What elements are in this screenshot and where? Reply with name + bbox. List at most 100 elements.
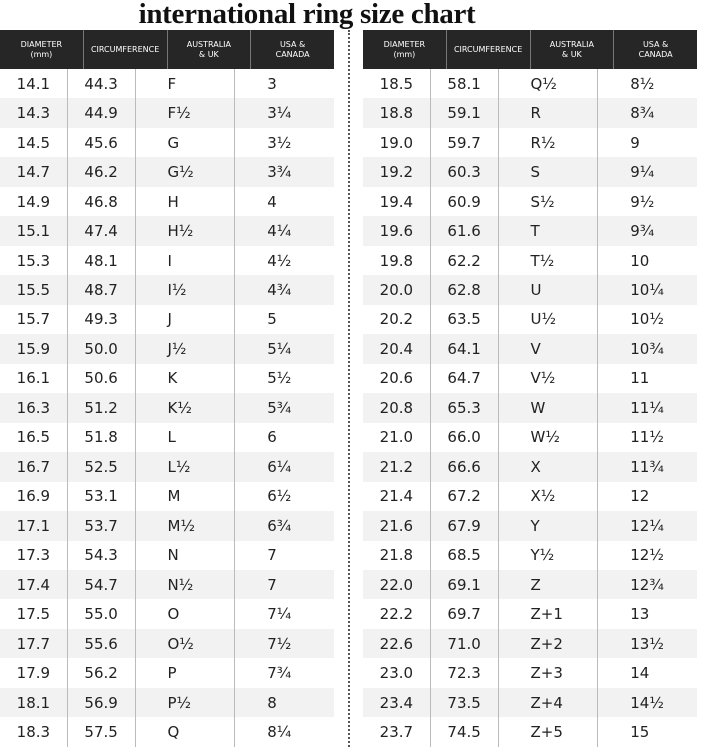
table-cell: O [136, 599, 236, 629]
table-cell: V½ [499, 363, 599, 394]
table-cell: 3 [267, 74, 277, 93]
table-cell: 61.6 [431, 216, 499, 246]
table-cell: P½ [136, 687, 236, 718]
header-text: (mm) [30, 49, 53, 59]
table-cell: 46.2 [68, 157, 136, 187]
table-cell: G½ [136, 157, 236, 187]
table-row: 23.0 72.3 Z+3 14 [363, 658, 697, 688]
table-row: 17.4 54.7 N½ 7 [0, 569, 334, 600]
table-cell: 19.4 [363, 186, 431, 217]
table-cell: 22.0 [363, 569, 431, 600]
table-cell: U½ [499, 304, 599, 335]
table-cell: X [499, 452, 599, 482]
table-cell: 16.5 [0, 422, 68, 453]
header-text: DIAMETER [20, 39, 63, 49]
table-cell: 20.0 [363, 275, 431, 305]
header-text: & UK [561, 49, 582, 59]
table-cell: 16.3 [0, 393, 68, 423]
table-cell: 19.8 [363, 245, 431, 276]
table-cell: 66.6 [431, 452, 499, 482]
table-cell: R [499, 98, 599, 128]
table-cell: 19.0 [363, 127, 431, 158]
table-row: 20.8 65.3 W 11¼ [363, 393, 697, 423]
table-cell: 48.7 [68, 275, 136, 305]
table-cell: J [136, 304, 236, 335]
table-cell: 23.0 [363, 658, 431, 688]
table-cell: 68.5 [431, 540, 499, 570]
table-cell: 14.3 [0, 98, 68, 128]
table-cell: 13½ [630, 634, 664, 653]
table-row: 19.0 59.7 R½ 9 [363, 127, 697, 158]
table-cell: O½ [136, 628, 236, 659]
header-cell: DIAMETER (mm) [0, 30, 84, 69]
table-row: 19.6 61.6 T 9¾ [363, 216, 697, 246]
table-cell: 72.3 [431, 658, 499, 688]
table-cell: 20.6 [363, 363, 431, 394]
table-cell: S [499, 157, 599, 187]
table-row: 21.0 66.0 W½ 11½ [363, 422, 697, 453]
table-cell: S½ [499, 186, 599, 217]
table-cell: 5¼ [267, 339, 292, 358]
table-cell: 18.3 [0, 717, 68, 747]
table-cell: 12 [630, 487, 650, 506]
table-cell: 9½ [630, 192, 655, 211]
table-cell: 58.1 [431, 69, 499, 99]
table-cell: 18.1 [0, 687, 68, 718]
table-cell: Z+3 [499, 658, 599, 688]
table-cell: 16.1 [0, 363, 68, 394]
table-cell: Q½ [499, 69, 599, 99]
header-cell: CIRCUMFERENCE [447, 30, 531, 69]
table-row: 18.8 59.1 R 8¾ [363, 98, 697, 128]
table-cell: 21.6 [363, 511, 431, 541]
table-cell: Y½ [499, 540, 599, 570]
table-cell: 16.7 [0, 452, 68, 482]
table-cell: 4½ [267, 251, 292, 270]
table-cell: 74.5 [431, 717, 499, 747]
table-cell: K [136, 363, 236, 394]
table-cell: N [136, 540, 236, 570]
table-cell: 21.0 [363, 422, 431, 453]
table-cell: U [499, 275, 599, 305]
table-cell: X½ [499, 481, 599, 512]
table-row: 20.6 64.7 V½ 11 [363, 363, 697, 394]
table-cell: 17.1 [0, 511, 68, 541]
table-cell: I½ [136, 275, 236, 305]
table-cell: 71.0 [431, 628, 499, 659]
table-cell: L½ [136, 452, 236, 482]
table-cell: M [136, 481, 236, 512]
table-row: 19.2 60.3 S 9¼ [363, 157, 697, 187]
table-cell: P [136, 658, 236, 688]
table-cell: 69.7 [431, 599, 499, 629]
header-text: AUSTRALIA [549, 39, 595, 49]
table-row: 18.5 58.1 Q½ 8½ [363, 69, 697, 99]
header-cell: CIRCUMFERENCE [84, 30, 168, 69]
table-cell: 11½ [630, 428, 664, 447]
table-cell: 7 [267, 546, 277, 565]
table-cell: 23.4 [363, 687, 431, 718]
table-row: 16.9 53.1 M 6½ [0, 481, 334, 512]
table-row: 20.2 63.5 U½ 10½ [363, 304, 697, 335]
header-text: CANADA [275, 49, 310, 59]
table-cell: 7¾ [267, 664, 292, 683]
table-cell: Z+4 [499, 687, 599, 718]
table-cell: 10¼ [630, 281, 664, 300]
table-row: 21.4 67.2 X½ 12 [363, 481, 697, 512]
table-cell: I [136, 245, 236, 276]
table-cell: V [499, 334, 599, 364]
table-cell: 55.6 [68, 628, 136, 659]
table-cell: 73.5 [431, 687, 499, 718]
table-cell: 4¼ [267, 222, 292, 241]
table-cell: 62.2 [431, 245, 499, 276]
table-cell: 15 [630, 723, 650, 742]
table-cell: 10½ [630, 310, 664, 329]
table-cell: Q [136, 717, 236, 747]
table-cell: Z [499, 569, 599, 600]
table-cell: 56.9 [68, 687, 136, 718]
table-row: 16.5 51.8 L 6 [0, 422, 334, 453]
table-cell: 60.3 [431, 157, 499, 187]
table-row: 15.9 50.0 J½ 5¼ [0, 334, 334, 364]
header-text: (mm) [393, 49, 416, 59]
header-text: CANADA [638, 49, 673, 59]
table-cell: 17.3 [0, 540, 68, 570]
